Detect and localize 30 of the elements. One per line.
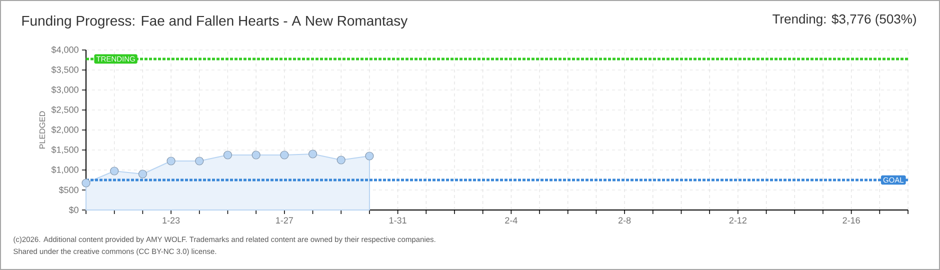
y-tick-label: $1,000 [51,166,78,174]
point [82,178,90,188]
x-tick-label: 1-23 [162,217,180,224]
x-tick-label: 1-27 [276,217,293,224]
chart-subtitle: Trending: $3,776 (503%) [772,14,916,26]
y-tick-label: $500 [58,186,78,194]
y-tick-label: $3,000 [51,86,78,94]
y-tick-label: $2,500 [51,106,78,114]
x-tick-label: 1-31 [389,217,406,224]
point [110,166,119,176]
x-tick-label: 2-16 [842,217,860,224]
point [195,156,204,166]
y-tick-label: $3,500 [51,66,78,74]
x-tick-label: 2-12 [729,217,746,224]
y-tick-label: $0 [68,206,78,214]
point [223,150,232,160]
x-tick-label: 2-8 [618,217,631,224]
point [252,150,260,160]
point [308,150,318,158]
y-tick-label: $4,000 [51,46,78,54]
point [166,156,176,166]
point [280,150,289,160]
y-tick-label: $1,500 [51,146,78,154]
chart-title: Funding Progress: Fae and Fallen Hearts - A New Romantasy [22,15,408,29]
y-axis-title: PLEDGED [39,111,46,148]
point [138,170,147,178]
y-tick-label: $2,000 [51,126,78,134]
point [365,152,374,160]
x-tick-label: 2-4 [505,217,518,224]
point [336,156,346,164]
